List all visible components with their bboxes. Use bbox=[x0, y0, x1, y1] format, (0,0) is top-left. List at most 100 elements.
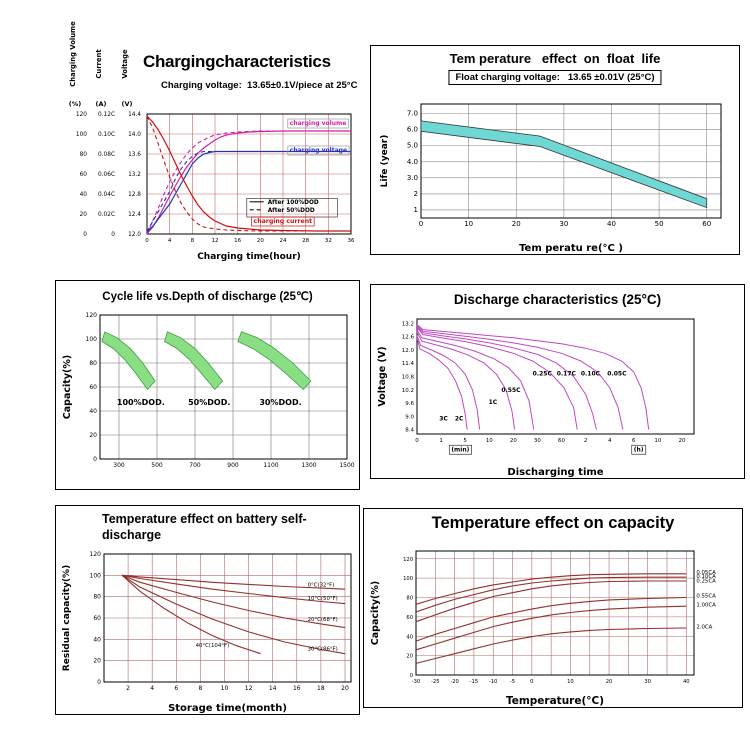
svg-text:0: 0 bbox=[530, 679, 533, 685]
svg-text:2C: 2C bbox=[455, 416, 464, 423]
svg-text:500: 500 bbox=[151, 462, 163, 469]
svg-text:18: 18 bbox=[317, 685, 325, 692]
svg-text:8.4: 8.4 bbox=[405, 428, 414, 434]
svg-text:Charging Volume: Charging Volume bbox=[69, 21, 77, 87]
svg-text:0.04C: 0.04C bbox=[98, 192, 115, 198]
svg-text:24: 24 bbox=[280, 238, 287, 244]
chart-title: Discharge characteristics (25°C) bbox=[453, 292, 662, 307]
svg-text:0: 0 bbox=[145, 238, 149, 244]
svg-text:6: 6 bbox=[632, 438, 636, 444]
svg-text:Storage time(month): Storage time(month) bbox=[168, 703, 287, 714]
svg-text:30: 30 bbox=[559, 220, 568, 228]
svg-text:900: 900 bbox=[227, 462, 239, 469]
svg-text:7.0: 7.0 bbox=[407, 110, 418, 118]
chart-title: Chargingcharacteristics bbox=[143, 52, 331, 71]
svg-text:40: 40 bbox=[607, 220, 616, 228]
svg-text:14.0: 14.0 bbox=[128, 132, 141, 138]
svg-text:0.06C: 0.06C bbox=[98, 172, 115, 178]
svg-text:700: 700 bbox=[189, 462, 201, 469]
svg-text:11.4: 11.4 bbox=[402, 361, 415, 367]
svg-text:1100: 1100 bbox=[263, 462, 278, 469]
svg-text:10: 10 bbox=[567, 679, 574, 685]
svg-text:3C: 3C bbox=[439, 416, 448, 423]
discharge-characteristics-panel: Discharge characteristics (25°C) 0 1 5 10 2 0… bbox=[370, 284, 745, 479]
svg-text:20: 20 bbox=[606, 679, 613, 685]
svg-text:0.08C: 0.08C bbox=[98, 152, 115, 158]
svg-text:40°C(104°F): 40°C(104°F) bbox=[196, 643, 230, 649]
svg-text:20: 20 bbox=[512, 220, 521, 228]
svg-text:40: 40 bbox=[80, 192, 88, 198]
svg-text:1: 1 bbox=[439, 438, 443, 444]
svg-text:100: 100 bbox=[90, 572, 102, 579]
svg-text:12: 12 bbox=[212, 238, 219, 244]
svg-text:12.6: 12.6 bbox=[402, 335, 415, 341]
svg-text:0.05CA: 0.05CA bbox=[696, 570, 716, 576]
svg-text:10: 10 bbox=[486, 438, 493, 444]
svg-text:1.00CA: 1.00CA bbox=[696, 603, 716, 609]
svg-text:9.6: 9.6 bbox=[405, 401, 414, 407]
svg-text:13.6: 13.6 bbox=[128, 152, 141, 158]
svg-text:80: 80 bbox=[406, 596, 413, 602]
svg-text:charging volume: charging volume bbox=[290, 120, 347, 127]
charging-characteristics-panel: Chargingcharacteristics Charging voltage… bbox=[55, 2, 365, 264]
svg-text:16: 16 bbox=[293, 685, 301, 692]
svg-text:-20: -20 bbox=[450, 679, 458, 685]
svg-text:120: 120 bbox=[90, 551, 102, 558]
svg-text:60: 60 bbox=[93, 615, 101, 622]
svg-text:10: 10 bbox=[654, 438, 661, 444]
svg-text:80: 80 bbox=[93, 594, 101, 601]
svg-text:32: 32 bbox=[325, 238, 332, 244]
svg-text:0: 0 bbox=[83, 232, 87, 238]
svg-text:80: 80 bbox=[80, 152, 88, 158]
svg-text:Discharging time: Discharging time bbox=[507, 467, 603, 478]
svg-text:2: 2 bbox=[584, 438, 588, 444]
svg-text:-5: -5 bbox=[510, 679, 515, 685]
charging-characteristics-chart: 0 4 8 12 16 20 24 28 32 36 120 100 80 60 40 20 0 0.12C 0.1… bbox=[69, 21, 355, 262]
self-discharge-chart: 2 4 6 8 10 12 14 16 18 20 0 20 40 60 80 100 120 0°C(32°F)… bbox=[62, 551, 352, 714]
svg-text:0.02C: 0.02C bbox=[98, 212, 115, 218]
svg-text:6.0: 6.0 bbox=[407, 126, 418, 134]
svg-text:60: 60 bbox=[702, 220, 711, 228]
svg-text:(A): (A) bbox=[96, 100, 107, 108]
svg-text:0.10CA: 0.10CA bbox=[696, 574, 716, 580]
svg-text:40: 40 bbox=[406, 634, 413, 640]
svg-text:14: 14 bbox=[269, 685, 277, 692]
svg-text:12.8: 12.8 bbox=[128, 192, 141, 198]
svg-text:3.0: 3.0 bbox=[407, 174, 418, 182]
svg-text:0: 0 bbox=[415, 438, 419, 444]
svg-text:4: 4 bbox=[608, 438, 612, 444]
svg-text:After 50%DOD: After 50%DOD bbox=[268, 208, 315, 214]
svg-text:10: 10 bbox=[221, 685, 229, 692]
svg-text:80: 80 bbox=[89, 360, 97, 367]
svg-text:20: 20 bbox=[80, 212, 88, 218]
svg-text:36: 36 bbox=[348, 238, 355, 244]
svg-text:Residual capacity(%): Residual capacity(%) bbox=[62, 565, 72, 671]
svg-text:10: 10 bbox=[464, 220, 473, 228]
svg-text:100: 100 bbox=[86, 336, 98, 343]
capacity-temperature-panel: Temperature effect on capacity -30 -25 -20… bbox=[363, 508, 743, 708]
svg-text:0: 0 bbox=[93, 456, 97, 463]
svg-text:100%DOD.: 100%DOD. bbox=[117, 398, 165, 407]
svg-text:16: 16 bbox=[234, 238, 241, 244]
svg-text:(min): (min) bbox=[451, 446, 469, 453]
svg-text:30: 30 bbox=[644, 679, 651, 685]
svg-text:After 100%DOD: After 100%DOD bbox=[268, 200, 319, 206]
svg-text:50: 50 bbox=[655, 220, 664, 228]
svg-text:1: 1 bbox=[414, 206, 418, 214]
chart-title: Cycle life vs.Depth of discharge (25℃) bbox=[102, 291, 313, 303]
svg-text:(%): (%) bbox=[69, 100, 81, 108]
svg-text:8: 8 bbox=[191, 238, 195, 244]
cycle-life-chart: 300 500 700 900 1100 1300 1500 0 20 40 60 80 100 120 1… bbox=[62, 312, 355, 469]
svg-text:Temperature(°C): Temperature(°C) bbox=[506, 695, 604, 707]
svg-text:1C: 1C bbox=[489, 399, 498, 406]
svg-text:0.25CA: 0.25CA bbox=[696, 578, 716, 584]
svg-text:12.4: 12.4 bbox=[128, 212, 141, 218]
svg-text:13.2: 13.2 bbox=[402, 321, 414, 327]
svg-text:5: 5 bbox=[463, 438, 467, 444]
svg-text:20: 20 bbox=[93, 658, 101, 665]
svg-text:0°C(32°F): 0°C(32°F) bbox=[308, 583, 335, 589]
svg-text:0.55CA: 0.55CA bbox=[696, 594, 716, 600]
svg-text:0.25C: 0.25C bbox=[533, 370, 553, 377]
svg-text:300: 300 bbox=[113, 462, 125, 469]
